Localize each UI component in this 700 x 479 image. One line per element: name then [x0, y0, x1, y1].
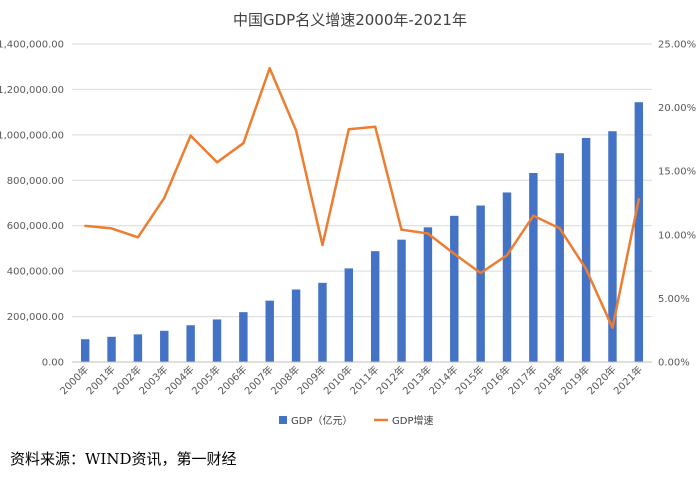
point-growth — [215, 161, 219, 164]
right-tick-label: 5.00% — [658, 294, 690, 305]
bar-gdp — [529, 173, 538, 362]
right-tick-label: 25.00% — [658, 40, 696, 51]
point-growth — [294, 129, 298, 132]
point-growth — [637, 197, 641, 201]
point-growth — [453, 252, 456, 256]
growth-line — [83, 66, 641, 329]
x-axis: 2000年2001年2002年2003年2004年2005年2006年2007年… — [57, 361, 652, 397]
point-growth — [347, 128, 351, 131]
bar-gdp — [212, 319, 222, 362]
source-note: 资料来源：WIND资讯，第一财经 — [10, 450, 237, 468]
point-growth — [110, 227, 113, 230]
left-tick-label: 1,400,000.00 — [0, 40, 64, 51]
bar-gdp — [634, 102, 644, 363]
point-growth — [584, 267, 588, 271]
line-growth — [85, 66, 641, 329]
point-growth — [83, 224, 87, 228]
bar-gdp — [450, 215, 459, 362]
legend-label-gdp: GDP（亿元） — [291, 414, 352, 427]
point-growth — [505, 253, 509, 257]
right-tick-label: 0.00% — [658, 358, 690, 369]
right-axis: 0.00% 5.00% 10.00% 15.00% 20.00% 25.00% — [658, 40, 696, 369]
point-growth — [242, 142, 245, 145]
legend-label-growth: GDP增速 — [392, 414, 433, 427]
bar-gdp — [133, 334, 143, 362]
left-tick-label: 0.00 — [42, 358, 64, 369]
bar-gdp — [502, 192, 512, 362]
left-tick-label: 800,000.00 — [7, 176, 64, 187]
bar-gdp — [265, 300, 274, 362]
point-growth — [321, 243, 324, 247]
right-tick-label: 10.00% — [658, 230, 696, 241]
left-tick-label: 400,000.00 — [7, 267, 64, 278]
bar-gdp — [476, 205, 485, 362]
point-growth — [189, 134, 192, 137]
bar-gdp — [80, 339, 90, 362]
bar-gdp — [423, 227, 433, 362]
point-growth — [136, 236, 140, 239]
legend-swatch-gdp — [279, 416, 287, 424]
chart-title: 中国GDP名义增速2000年-2021年 — [233, 11, 467, 29]
bar-gdp — [107, 336, 116, 362]
gdp-bars — [80, 102, 644, 363]
left-tick-label: 600,000.00 — [7, 221, 64, 232]
point-growth — [400, 228, 403, 231]
legend: GDP（亿元） GDP增速 — [279, 414, 433, 427]
gridlines — [72, 43, 652, 363]
point-growth — [373, 125, 377, 128]
point-growth — [426, 232, 430, 235]
point-growth — [479, 271, 482, 275]
point-growth — [611, 326, 614, 329]
bar-gdp — [370, 251, 380, 362]
bar-gdp — [318, 282, 327, 362]
bar-gdp — [160, 330, 169, 362]
x-tick-label: 2021年 — [611, 363, 645, 397]
left-axis: 0.00 200,000.00 400,000.00 600,000.00 800,00… — [0, 40, 64, 369]
bar-gdp — [397, 239, 406, 362]
point-growth — [532, 214, 535, 217]
left-tick-label: 200,000.00 — [7, 312, 64, 323]
left-tick-label: 1,000,000.00 — [0, 130, 64, 141]
point-growth — [163, 196, 166, 200]
bar-gdp — [186, 325, 195, 362]
point-growth — [268, 66, 271, 70]
right-tick-label: 15.00% — [658, 167, 696, 178]
bar-gdp — [608, 131, 617, 362]
bar-gdp — [239, 312, 248, 362]
bar-gdp — [581, 137, 591, 362]
right-tick-label: 20.00% — [658, 103, 696, 114]
bar-gdp — [344, 268, 354, 362]
bar-gdp — [555, 153, 564, 362]
left-tick-label: 1,200,000.00 — [0, 85, 64, 96]
bar-gdp — [291, 289, 301, 362]
point-growth — [558, 227, 561, 230]
